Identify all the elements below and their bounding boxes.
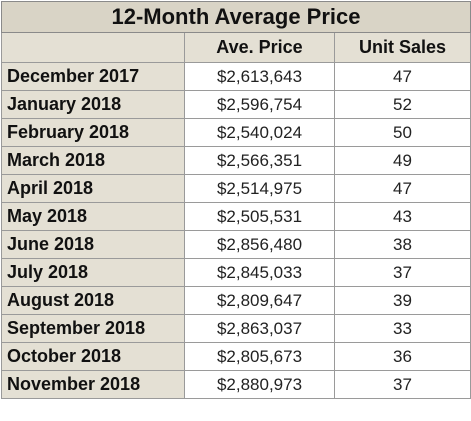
table-row: December 2017 $2,613,643 47 xyxy=(1,62,471,91)
column-header-ave-price: Ave. Price xyxy=(184,32,335,63)
title-row: 12-Month Average Price xyxy=(0,1,471,33)
average-price-table: 12-Month Average Price Ave. Price Unit S… xyxy=(0,1,471,399)
row-month-label: May 2018 xyxy=(1,202,185,231)
row-ave-price: $2,566,351 xyxy=(184,146,335,175)
column-header-month xyxy=(1,32,185,63)
row-unit-sales: 47 xyxy=(333,174,471,203)
row-unit-sales: 37 xyxy=(333,370,471,399)
row-month-label: April 2018 xyxy=(1,174,185,203)
row-month-label: September 2018 xyxy=(1,314,185,343)
row-ave-price: $2,596,754 xyxy=(184,90,335,119)
column-header-row: Ave. Price Unit Sales xyxy=(1,32,471,63)
row-month-label: February 2018 xyxy=(1,118,185,147)
row-ave-price: $2,514,975 xyxy=(184,174,335,203)
table-row: May 2018 $2,505,531 43 xyxy=(1,202,471,231)
table-row: September 2018 $2,863,037 33 xyxy=(1,314,471,343)
row-unit-sales: 38 xyxy=(333,230,471,259)
row-ave-price: $2,613,643 xyxy=(184,62,335,91)
row-ave-price: $2,809,647 xyxy=(184,286,335,315)
table-row: November 2018 $2,880,973 37 xyxy=(1,370,471,399)
row-ave-price: $2,505,531 xyxy=(184,202,335,231)
table-row: June 2018 $2,856,480 38 xyxy=(1,230,471,259)
row-ave-price: $2,880,973 xyxy=(184,370,335,399)
table-row: July 2018 $2,845,033 37 xyxy=(1,258,471,287)
row-unit-sales: 43 xyxy=(333,202,471,231)
table-row: March 2018 $2,566,351 49 xyxy=(1,146,471,175)
table-body: December 2017 $2,613,643 47 January 2018 $2,… xyxy=(1,62,471,399)
row-month-label: June 2018 xyxy=(1,230,185,259)
row-month-label: July 2018 xyxy=(1,258,185,287)
row-month-label: October 2018 xyxy=(1,342,185,371)
row-unit-sales: 50 xyxy=(333,118,471,147)
row-unit-sales: 39 xyxy=(333,286,471,315)
table-row: January 2018 $2,596,754 52 xyxy=(1,90,471,119)
row-month-label: December 2017 xyxy=(1,62,185,91)
table-row: February 2018 $2,540,024 50 xyxy=(1,118,471,147)
row-ave-price: $2,845,033 xyxy=(184,258,335,287)
row-unit-sales: 47 xyxy=(333,62,471,91)
row-ave-price: $2,863,037 xyxy=(184,314,335,343)
row-ave-price: $2,805,673 xyxy=(184,342,335,371)
row-unit-sales: 49 xyxy=(333,146,471,175)
row-ave-price: $2,540,024 xyxy=(184,118,335,147)
table-row: April 2018 $2,514,975 47 xyxy=(1,174,471,203)
table-row: October 2018 $2,805,673 36 xyxy=(1,342,471,371)
row-unit-sales: 37 xyxy=(333,258,471,287)
row-month-label: August 2018 xyxy=(1,286,185,315)
row-unit-sales: 33 xyxy=(333,314,471,343)
row-month-label: January 2018 xyxy=(1,90,185,119)
row-unit-sales: 36 xyxy=(333,342,471,371)
row-month-label: November 2018 xyxy=(1,370,185,399)
table-title: 12-Month Average Price xyxy=(0,1,471,33)
row-unit-sales: 52 xyxy=(333,90,471,119)
row-ave-price: $2,856,480 xyxy=(184,230,335,259)
row-month-label: March 2018 xyxy=(1,146,185,175)
column-header-unit-sales: Unit Sales xyxy=(333,32,471,63)
table-row: August 2018 $2,809,647 39 xyxy=(1,286,471,315)
